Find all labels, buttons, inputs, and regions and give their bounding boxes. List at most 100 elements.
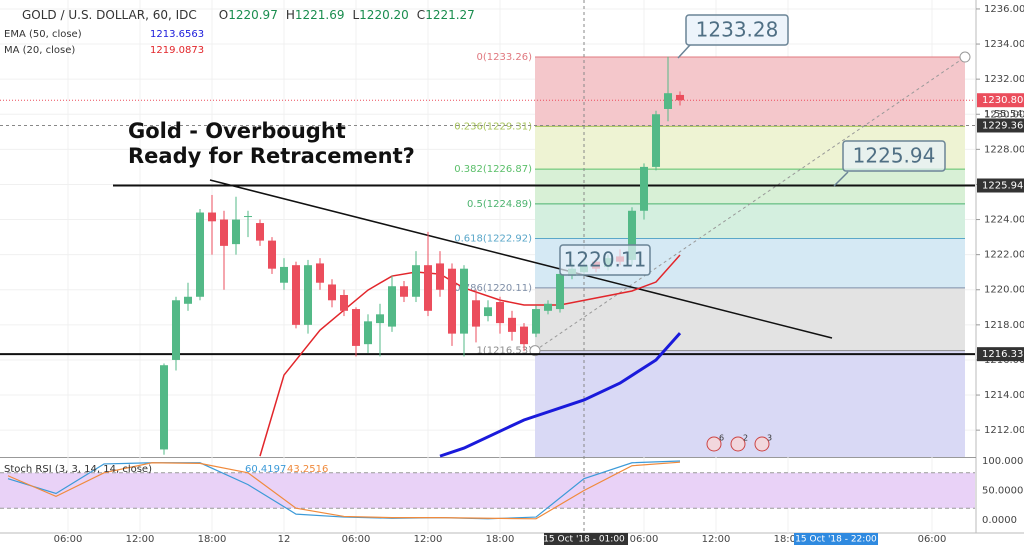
candle-body	[304, 265, 313, 325]
x-tick-label: 18:00	[774, 534, 803, 545]
event-count: 6	[719, 434, 724, 443]
candle-body	[448, 268, 457, 334]
stoch-band	[0, 472, 975, 509]
candle-body	[280, 266, 289, 283]
candle-body	[508, 317, 517, 332]
fib-label: 0(1233.26)	[476, 52, 532, 63]
candle-body	[172, 300, 181, 360]
stoch-tick-label: 100.0000	[982, 456, 1024, 467]
hline-price-label: 1216.33	[982, 349, 1023, 360]
candle-body	[160, 365, 169, 450]
trend-line	[209, 179, 833, 339]
event-count: 2	[743, 434, 748, 443]
ohlc-key: C	[417, 8, 425, 22]
legend-value: 1219.0873	[150, 45, 204, 56]
candle-body	[232, 219, 241, 245]
ohlc-key: H	[286, 8, 295, 22]
candle-body	[628, 210, 637, 260]
candle-body	[496, 302, 505, 324]
ohlc-key: O	[219, 8, 228, 22]
crosshair-price-box	[977, 118, 1024, 133]
y-tick-label: 1228.00	[984, 144, 1024, 155]
annotation: Gold - Overbought	[128, 119, 346, 143]
candle-body	[652, 114, 661, 167]
fib-handle	[959, 51, 971, 63]
x-tick-label: 12:00	[702, 534, 731, 545]
stoch-value: 60.4197	[245, 464, 286, 475]
stoch-value: 43.2516	[287, 464, 328, 475]
x-tick-label: 06:00	[342, 534, 371, 545]
candle-body	[268, 240, 277, 269]
fib-diagonal	[534, 56, 966, 352]
ohlc-value: 1220.97	[228, 8, 278, 22]
x-tick-label: 12	[278, 534, 291, 545]
x-tick-label: 12:00	[414, 534, 443, 545]
x-tick-label: 18:00	[198, 534, 227, 545]
crosshair-label: 15 Oct '18 - 01:00	[543, 535, 625, 545]
candle-body	[544, 303, 553, 311]
x-tick-label: 06:00	[54, 534, 83, 545]
fib-label: 0.786(1220.11)	[454, 283, 532, 294]
candle-body	[196, 212, 205, 297]
y-tick-label: 1234.00	[984, 39, 1024, 50]
candle-body	[664, 93, 673, 109]
candle-body	[328, 284, 337, 301]
annotation: Ready for Retracement?	[128, 144, 415, 168]
candle-body	[292, 265, 301, 325]
fib-band	[535, 57, 965, 127]
ohlc-key: L	[352, 8, 359, 22]
candle-body	[316, 263, 325, 283]
candle-body	[364, 321, 373, 345]
header: GOLD / U.S. DOLLAR, 60, IDC O1220.97 H1221…	[22, 8, 475, 22]
fib-label: 0.236(1229.31)	[454, 121, 532, 132]
candle-body	[556, 273, 565, 310]
marker-label: 15 Oct '18 - 22:00	[795, 535, 877, 545]
callout-label: 1225.94	[853, 144, 936, 168]
y-tick-label: 1224.00	[984, 215, 1024, 226]
candle-body	[532, 309, 541, 334]
callout-box	[685, 14, 789, 46]
candle-body	[220, 219, 229, 246]
stoch-line	[7, 461, 681, 520]
last-price-box	[977, 93, 1024, 108]
fib-band	[535, 203, 965, 239]
candle-body	[388, 286, 397, 327]
hline-price-label: 1225.94	[982, 181, 1023, 192]
fib-band	[535, 169, 965, 204]
callout-box	[559, 244, 651, 276]
candle-body	[352, 309, 361, 346]
ohlc-value: 1221.69	[295, 8, 345, 22]
fib-handle	[529, 345, 541, 357]
crosshair-box	[544, 533, 629, 545]
countdown: 1:55:54	[984, 109, 1023, 120]
candle-body	[676, 94, 685, 101]
marker-box	[794, 533, 879, 545]
candle-body	[256, 223, 265, 241]
stoch-tick-label: 0.0000	[982, 515, 1017, 526]
legend-name: EMA (50, close)	[4, 29, 82, 40]
candle-body	[208, 212, 217, 222]
x-tick-label: 12:00	[126, 534, 155, 545]
last-price-label: 1230.80	[982, 95, 1023, 106]
candle-body	[460, 268, 469, 334]
y-tick-label: 1232.00	[984, 74, 1024, 85]
candle-body	[640, 166, 649, 211]
event-icon	[754, 436, 770, 452]
candle-body	[424, 265, 433, 311]
crosshair-price-label: 1229.36	[982, 120, 1023, 131]
y-tick-label: 1220.00	[984, 285, 1024, 296]
ohlc-value: 1220.20	[359, 8, 409, 22]
hline-price-box	[977, 347, 1024, 362]
event-icon	[730, 436, 746, 452]
y-tick-label: 1222.00	[984, 250, 1024, 261]
candle-body	[412, 265, 421, 297]
legend-value: 1213.6563	[150, 29, 204, 40]
candle-body	[520, 326, 529, 345]
y-tick-label: 1214.00	[984, 390, 1024, 401]
candle-body	[484, 307, 493, 317]
y-tick-label: 1230.00	[984, 109, 1024, 120]
ohlc-value: 1221.27	[425, 8, 475, 22]
callout-pointer	[833, 171, 849, 187]
x-tick-label: 06:00	[630, 534, 659, 545]
